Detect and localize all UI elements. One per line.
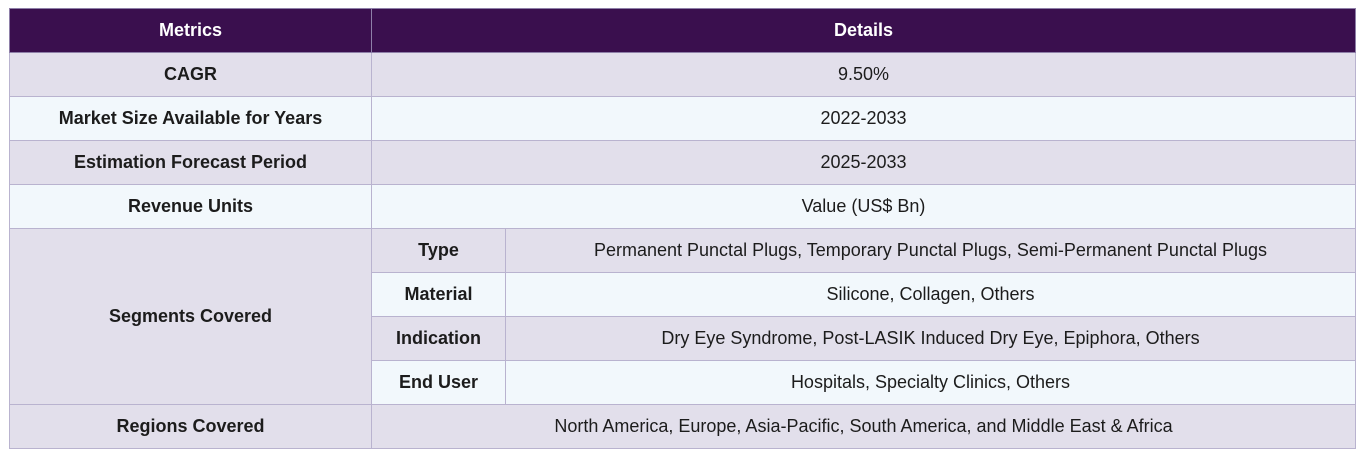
row-label-regions: Regions Covered	[9, 404, 372, 449]
row-label-market-size: Market Size Available for Years	[9, 96, 372, 141]
table-row: Revenue Units Value (US$ Bn)	[9, 184, 1356, 229]
table-row: CAGR 9.50%	[9, 52, 1356, 97]
row-value-revenue-units: Value (US$ Bn)	[371, 184, 1356, 229]
segment-label-type: Type	[371, 228, 506, 273]
table-header-row: Metrics Details	[9, 8, 1356, 53]
segment-label-material: Material	[371, 272, 506, 317]
header-metrics: Metrics	[9, 8, 372, 53]
segment-label-end-user: End User	[371, 360, 506, 405]
row-label-cagr: CAGR	[9, 52, 372, 97]
segment-row: Indication Dry Eye Syndrome, Post-LASIK …	[10, 316, 1356, 361]
segment-value-type: Permanent Punctal Plugs, Temporary Punct…	[505, 228, 1356, 273]
header-details: Details	[371, 8, 1356, 53]
segment-label-indication: Indication	[371, 316, 506, 361]
row-value-cagr: 9.50%	[371, 52, 1356, 97]
segments-covered-label: Segments Covered	[9, 228, 372, 405]
row-value-regions: North America, Europe, Asia-Pacific, Sou…	[371, 404, 1356, 449]
table-row: Market Size Available for Years 2022-203…	[9, 96, 1356, 141]
row-value-forecast-period: 2025-2033	[371, 140, 1356, 185]
row-label-forecast-period: Estimation Forecast Period	[9, 140, 372, 185]
segment-value-indication: Dry Eye Syndrome, Post-LASIK Induced Dry…	[505, 316, 1356, 361]
table-row: Regions Covered North America, Europe, A…	[9, 404, 1356, 449]
report-scope-table: Metrics Details CAGR 9.50% Market Size A…	[9, 8, 1356, 449]
segment-value-material: Silicone, Collagen, Others	[505, 272, 1356, 317]
table-row: Estimation Forecast Period 2025-2033	[9, 140, 1356, 185]
report-scope-table-container: Metrics Details CAGR 9.50% Market Size A…	[9, 8, 1356, 449]
segment-row: Segments Covered Type Permanent Punctal …	[9, 228, 1356, 405]
row-value-market-size: 2022-2033	[371, 96, 1356, 141]
segment-value-end-user: Hospitals, Specialty Clinics, Others	[505, 360, 1356, 405]
row-label-revenue-units: Revenue Units	[9, 184, 372, 229]
segment-row: Material Silicone, Collagen, Others	[10, 272, 1356, 317]
segment-row: End User Hospitals, Specialty Clinics, O…	[10, 360, 1356, 405]
